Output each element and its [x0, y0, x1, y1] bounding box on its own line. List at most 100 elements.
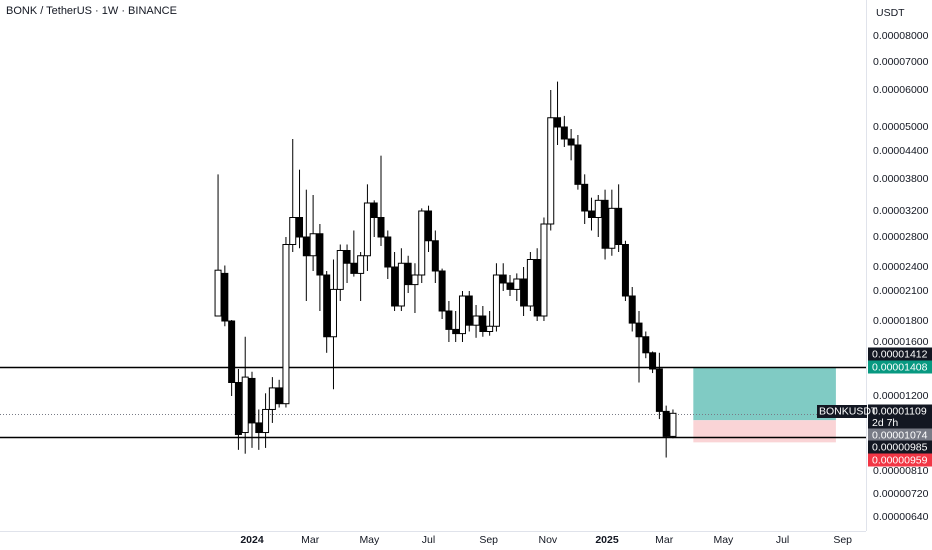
candle-down[interactable] [234, 382, 242, 435]
candle-up[interactable] [336, 250, 344, 290]
stop-price-tag [868, 453, 932, 467]
candle-down[interactable] [275, 387, 283, 405]
chart-title: BONK / TetherUS · 1W · BINANCE [6, 5, 177, 17]
profit-zone[interactable] [693, 367, 836, 421]
price-axis-label: 0.00003800 [873, 173, 929, 185]
candle-down[interactable] [574, 144, 582, 185]
price-axis-label: 0.00003200 [873, 205, 929, 217]
loss-zone[interactable] [693, 420, 836, 443]
candle-up[interactable] [357, 255, 365, 274]
candle-up[interactable] [262, 408, 270, 434]
candle-down[interactable] [465, 295, 473, 326]
price-axis-label: 0.00000810 [873, 465, 929, 477]
candle-down[interactable] [370, 202, 378, 218]
symbol-tag-label: BONKUSDT [819, 405, 878, 417]
candle-down[interactable] [425, 210, 433, 242]
candle-up[interactable] [282, 244, 290, 405]
price-axis-label: 0.00002800 [873, 231, 929, 243]
price-axis-label: 0.00000720 [873, 488, 929, 500]
candle-down[interactable] [615, 207, 623, 245]
time-axis-label: 2025 [595, 534, 619, 546]
candle-down[interactable] [649, 352, 657, 370]
candle-up[interactable] [309, 233, 317, 257]
time-axis-label: May [713, 534, 734, 546]
candle-down[interactable] [302, 236, 310, 257]
candle-up[interactable] [540, 223, 548, 317]
countdown-tag [868, 417, 932, 429]
candle-down[interactable] [438, 270, 446, 312]
candle-up[interactable] [268, 387, 276, 410]
candle-down[interactable] [533, 259, 541, 317]
candle-down[interactable] [384, 236, 392, 268]
candle-up[interactable] [458, 295, 466, 335]
candle-down[interactable] [377, 217, 385, 238]
last-price-tag [868, 404, 932, 418]
candle-down[interactable] [404, 262, 412, 286]
candle-down[interactable] [228, 320, 236, 383]
candle-up[interactable] [472, 315, 480, 326]
candle-down[interactable] [662, 410, 670, 437]
target-price-tag [868, 360, 932, 374]
candle-down[interactable] [655, 368, 663, 412]
price-axis-label: 0.00001600 [873, 336, 929, 348]
candle-down[interactable] [499, 274, 507, 284]
candle-down[interactable] [520, 278, 528, 307]
candle-down[interactable] [506, 282, 514, 290]
candle-down[interactable] [581, 183, 589, 212]
candle-up[interactable] [513, 278, 521, 290]
candle-down[interactable] [635, 322, 643, 338]
candle-up[interactable] [608, 207, 616, 249]
time-axis-label: May [359, 534, 380, 546]
candle-up[interactable] [669, 412, 677, 437]
candle-up[interactable] [289, 217, 297, 245]
candle-down[interactable] [445, 310, 453, 330]
price-axis-label: 0.00006000 [873, 84, 929, 96]
candle-up[interactable] [241, 376, 249, 434]
candle-down[interactable] [350, 262, 358, 274]
candle-up[interactable] [526, 259, 534, 307]
candle-up[interactable] [214, 269, 222, 317]
candle-down[interactable] [255, 422, 263, 434]
candle-up[interactable] [492, 274, 500, 327]
candle-up[interactable] [418, 210, 426, 276]
candle-down[interactable] [391, 266, 399, 307]
resistance-price-tag [868, 347, 932, 361]
candle-up[interactable] [547, 117, 555, 225]
candle-down[interactable] [642, 336, 650, 354]
entry-price-tag [868, 428, 932, 442]
price-axis-currency: USDT [876, 7, 905, 19]
candle-up[interactable] [411, 274, 419, 286]
candle-up[interactable] [329, 288, 337, 338]
candle-down[interactable] [316, 233, 324, 276]
candle-up[interactable] [363, 202, 371, 257]
candle-down[interactable] [221, 272, 229, 322]
candle-down[interactable] [560, 126, 568, 140]
time-axis-label: Sep [479, 534, 498, 546]
time-axis-label: Nov [538, 534, 557, 546]
candle-up[interactable] [397, 262, 405, 307]
candle-down[interactable] [248, 377, 256, 424]
candle-down[interactable] [343, 250, 351, 264]
time-axis-label: Jul [422, 534, 435, 546]
time-axis-label: Mar [655, 534, 674, 546]
candle-down[interactable] [452, 328, 460, 335]
price-axis-label: 0.00001200 [873, 390, 929, 402]
support-price-tag-label: 0.00000985 [872, 441, 928, 453]
candle-down[interactable] [431, 240, 439, 272]
candle-down[interactable] [601, 199, 609, 249]
candle-down[interactable] [628, 295, 636, 324]
time-axis-label: Sep [833, 534, 852, 546]
candle-down[interactable] [479, 315, 487, 332]
candle-down[interactable] [567, 138, 575, 146]
candle-down[interactable] [587, 210, 595, 218]
candle-up[interactable] [486, 325, 494, 332]
last-price-tag-label: 0.00001109 [872, 405, 927, 417]
price-axis-label: 0.00000640 [873, 511, 929, 523]
candle-down[interactable] [621, 244, 629, 297]
candle-up[interactable] [594, 199, 602, 218]
candle-down[interactable] [554, 117, 562, 128]
candle-down[interactable] [296, 217, 304, 238]
candle-down[interactable] [323, 274, 331, 338]
